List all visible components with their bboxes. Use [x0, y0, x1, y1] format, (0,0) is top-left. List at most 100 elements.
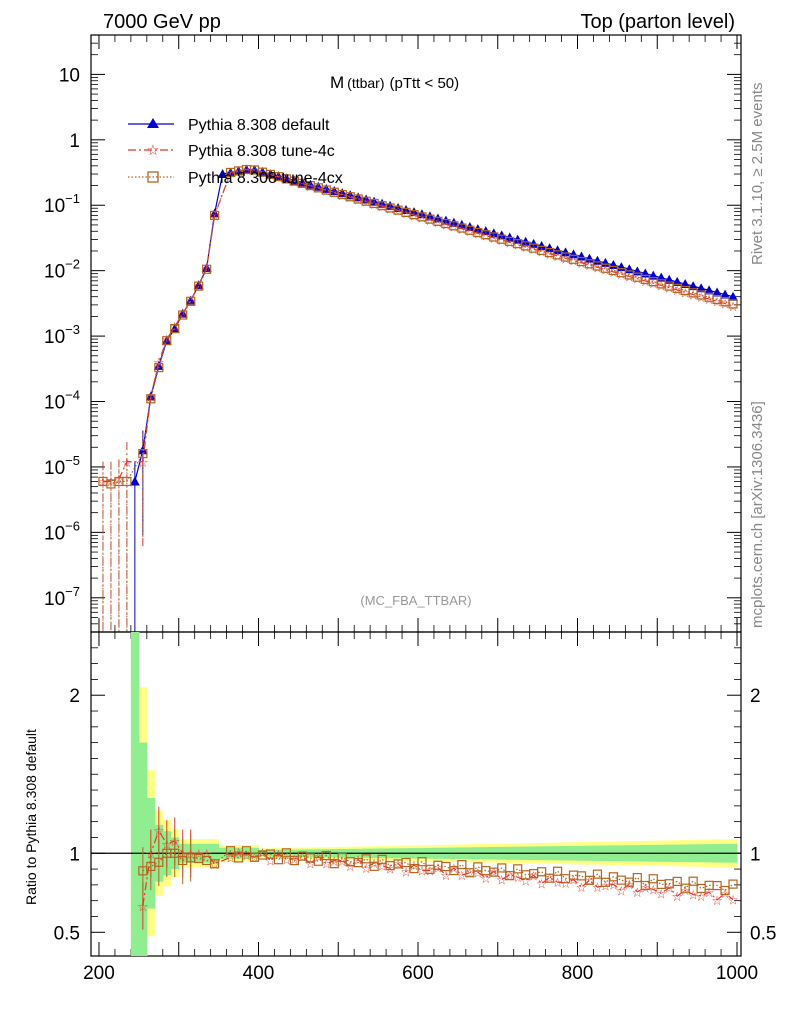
watermark: (MC_FBA_TTBAR) — [360, 593, 471, 608]
point-tune4c: ☆ — [600, 263, 612, 278]
point-tune4c: ☆ — [631, 272, 643, 287]
ratio-point-tune4cx — [712, 880, 722, 891]
ratio-point-tune4cx — [457, 859, 467, 870]
point-tune4c: ☆ — [121, 455, 133, 470]
point-tune4cx — [170, 324, 180, 334]
point-tune4c: ☆ — [711, 294, 723, 309]
mcplots-label: mcplots.cern.ch [arXiv:1306.3436] — [749, 401, 766, 628]
point-tune4c: ☆ — [624, 269, 636, 284]
ratio-point-tune4cx — [313, 856, 323, 866]
point-tune4cx — [194, 281, 204, 291]
point-default — [544, 243, 555, 253]
ratio-point-tune4cx — [584, 875, 595, 885]
ratio-point-tune4cx — [449, 865, 459, 876]
ratio-point-tune4cx — [680, 883, 690, 893]
x-tick-label: 1000 — [716, 963, 758, 984]
point-tune4c: ☆ — [352, 192, 364, 207]
point-tune4c: ☆ — [488, 231, 500, 246]
ratio-point-tune4c: ☆ — [289, 852, 301, 867]
point-tune4c: ☆ — [304, 179, 316, 194]
ratio-point-tune4c: ☆ — [400, 865, 412, 880]
y-tick-label: 10−2 — [44, 257, 80, 283]
y-tick-label: 10−7 — [44, 584, 80, 610]
y-tick-exp: −5 — [65, 453, 80, 468]
ratio-point-tune4c: ☆ — [719, 886, 731, 901]
point-default — [432, 213, 443, 223]
point-tune4c: ☆ — [647, 276, 659, 291]
triangle-marker-icon — [147, 118, 159, 128]
point-default — [560, 247, 571, 257]
ratio-point-tune4c: ☆ — [727, 893, 739, 908]
ratio-point-tune4cx — [417, 857, 427, 867]
point-default — [337, 188, 348, 198]
ratio-y-tick-label-right: 2 — [750, 686, 761, 707]
point-default — [233, 165, 244, 175]
y-tick-exp: −7 — [65, 584, 80, 599]
point-tune4cx — [138, 448, 148, 459]
point-tune4c: ☆ — [695, 290, 707, 305]
point-tune4c: ☆ — [376, 199, 388, 214]
point-tune4cx — [154, 362, 164, 373]
ratio-point-tune4cx — [265, 849, 276, 859]
ratio-point-tune4c: ☆ — [480, 871, 492, 886]
point-default — [401, 205, 412, 215]
x-tick-label: 200 — [83, 963, 115, 984]
point-tune4c: ☆ — [336, 188, 348, 203]
point-default — [688, 281, 699, 291]
legend-label-tune4cx: Pythia 8.308 tune-4cx — [188, 170, 343, 187]
y-tick-exp: −4 — [65, 388, 80, 403]
y-tick-label: 10 — [59, 65, 80, 86]
x-tick-label: 800 — [562, 963, 594, 984]
point-tune4c: ☆ — [584, 258, 596, 273]
ratio-point-tune4cx — [369, 861, 379, 871]
point-default — [265, 169, 276, 179]
point-tune4c: ☆ — [384, 201, 396, 216]
point-tune4c: ☆ — [568, 254, 580, 269]
y-tick-label: 10−3 — [44, 322, 80, 348]
point-tune4c: ☆ — [297, 177, 309, 192]
ratio-point-tune4cx — [592, 869, 603, 879]
point-tune4c: ☆ — [145, 389, 157, 404]
point-tune4cx — [186, 296, 196, 306]
point-default — [528, 238, 539, 248]
ratio-y-tick-label-right: 1 — [750, 844, 761, 865]
point-tune4c: ☆ — [281, 172, 293, 187]
point-tune4c: ☆ — [368, 197, 380, 212]
point-tune4cx — [210, 210, 220, 220]
point-tune4c: ☆ — [408, 208, 420, 223]
point-tune4c: ☆ — [344, 190, 356, 205]
ratio-point-tune4c: ☆ — [616, 883, 628, 898]
legend-entry-default: Pythia 8.308 default — [128, 117, 330, 134]
point-default — [680, 279, 691, 289]
point-tune4c: ☆ — [392, 204, 404, 219]
point-tune4c: ☆ — [679, 285, 691, 300]
point-tune4c: ☆ — [528, 242, 540, 257]
point-tune4c: ☆ — [504, 235, 516, 250]
ratio-point-tune4cx — [552, 866, 563, 876]
legend-entry-tune4cx: Pythia 8.308 tune-4cx — [128, 170, 343, 187]
ratio-point-tune4cx — [281, 848, 291, 858]
y-tick-label: 10−4 — [44, 388, 80, 414]
point-tune4c: ☆ — [201, 261, 213, 276]
point-default — [129, 476, 140, 486]
ratio-point-tune4c: ☆ — [528, 868, 540, 883]
ratio-point-tune4c: ☆ — [376, 859, 388, 874]
header-left: 7000 GeV pp — [103, 11, 221, 33]
ratio-point-tune4cx — [544, 873, 555, 883]
star-marker-icon: ☆ — [146, 142, 159, 159]
point-default — [153, 360, 164, 370]
y-tick-base: 10 — [44, 327, 65, 348]
ratio-point-tune4c: ☆ — [201, 846, 213, 861]
y-tick-label: 10−6 — [44, 518, 80, 544]
x-tick-label: 600 — [402, 963, 434, 984]
ratio-point-tune4c: ☆ — [273, 847, 285, 862]
ratio-point-tune4cx — [497, 863, 507, 873]
ratio-point-tune4c: ☆ — [520, 874, 532, 889]
point-default — [584, 253, 595, 263]
point-tune4c: ☆ — [241, 163, 253, 178]
ratio-point-tune4cx — [154, 857, 164, 867]
ratio-point-tune4c: ☆ — [209, 857, 221, 872]
point-default — [704, 285, 715, 295]
rivet-label: Rivet 3.1.10, ≥ 2.5M events — [749, 83, 766, 266]
